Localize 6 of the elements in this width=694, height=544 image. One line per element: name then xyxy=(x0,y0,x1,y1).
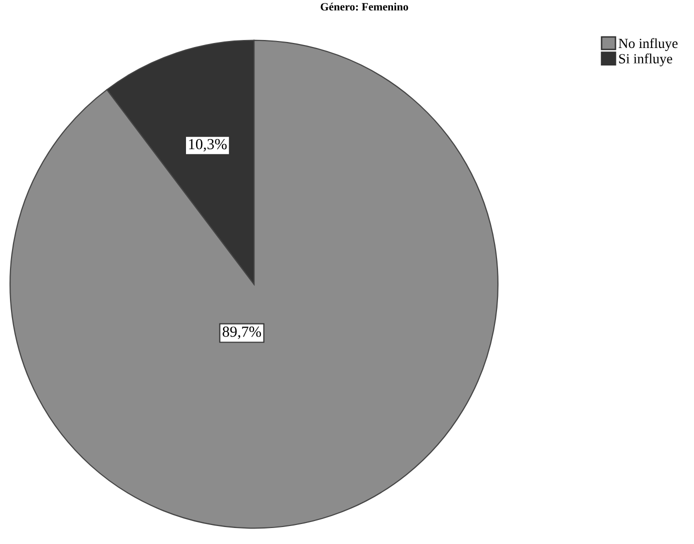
legend-label: Si influye xyxy=(619,54,672,66)
data-label: 10,3% xyxy=(189,138,227,152)
chart-title: Género: Femenino xyxy=(320,2,408,11)
data-label: 89,7% xyxy=(222,326,262,340)
pie-slice xyxy=(10,40,498,529)
legend-label: No influye xyxy=(618,38,678,51)
